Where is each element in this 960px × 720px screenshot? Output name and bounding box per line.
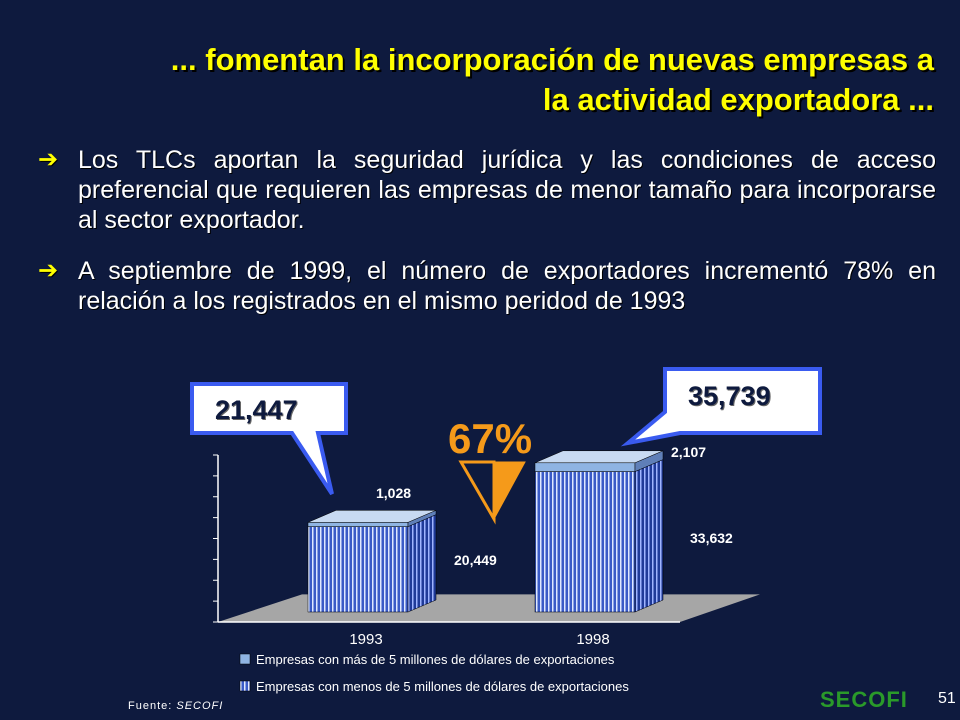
bar-top-face <box>534 450 664 464</box>
bullet-item: ➔ A septiembre de 1999, el número de exp… <box>38 256 936 316</box>
callout-left-box <box>190 382 348 496</box>
legend-label-small: Empresas con menos de 5 millones de dóla… <box>256 679 629 694</box>
callout-left-value: 21,447 <box>215 395 298 425</box>
bar-segment-small-side <box>634 459 664 613</box>
bar-segment-large <box>307 522 409 527</box>
chart-floor <box>218 594 760 622</box>
source-note: Fuente: SECOFI <box>128 700 223 712</box>
bar-segment-small-side <box>407 514 437 613</box>
data-label-small: 33,632 <box>690 530 733 546</box>
data-label-large: 2,107 <box>671 444 706 460</box>
bar-top-face <box>307 510 437 523</box>
legend-swatch-large <box>239 653 251 665</box>
bullet-text: A septiembre de 1999, el número de expor… <box>78 257 936 315</box>
bar-segment-large <box>534 462 636 472</box>
data-label-large: 1,028 <box>376 485 411 501</box>
callout-right-value: 35,739 <box>688 381 771 411</box>
secofi-logo: SECOFI <box>820 687 908 712</box>
callout-left <box>190 382 348 496</box>
data-label-small: 20,449 <box>454 552 497 568</box>
bullet-text: Los TLCs aportan la seguridad jurídica y… <box>78 146 936 234</box>
growth-percentage: 67% <box>448 415 533 462</box>
legend-label-large: Empresas con más de 5 millones de dólare… <box>256 652 615 667</box>
title-line-1: ... fomentan la incorporación de nuevas … <box>170 42 934 77</box>
source-value: SECOFI <box>176 700 224 712</box>
x-tick-label: 1993 <box>349 631 382 648</box>
arrow-right-icon: ➔ <box>38 146 59 173</box>
bullet-item: ➔ Los TLCs aportan la seguridad jurídica… <box>38 145 936 235</box>
legend-swatch-small <box>239 680 251 692</box>
title-line-2: la actividad exportadora ... <box>542 82 934 117</box>
x-tick-label: 1998 <box>576 631 609 648</box>
page-number: 51 <box>938 690 956 707</box>
bar-segment-small <box>307 526 409 613</box>
callout-right-box <box>620 367 822 447</box>
callout-right <box>620 367 822 447</box>
growth-pointer <box>458 460 526 525</box>
bar-segment-small <box>534 471 636 613</box>
source-label: Fuente: <box>128 700 173 712</box>
arrow-right-icon: ➔ <box>38 257 59 284</box>
slide-title: ... fomentan la incorporación de nuevas … <box>14 40 934 120</box>
